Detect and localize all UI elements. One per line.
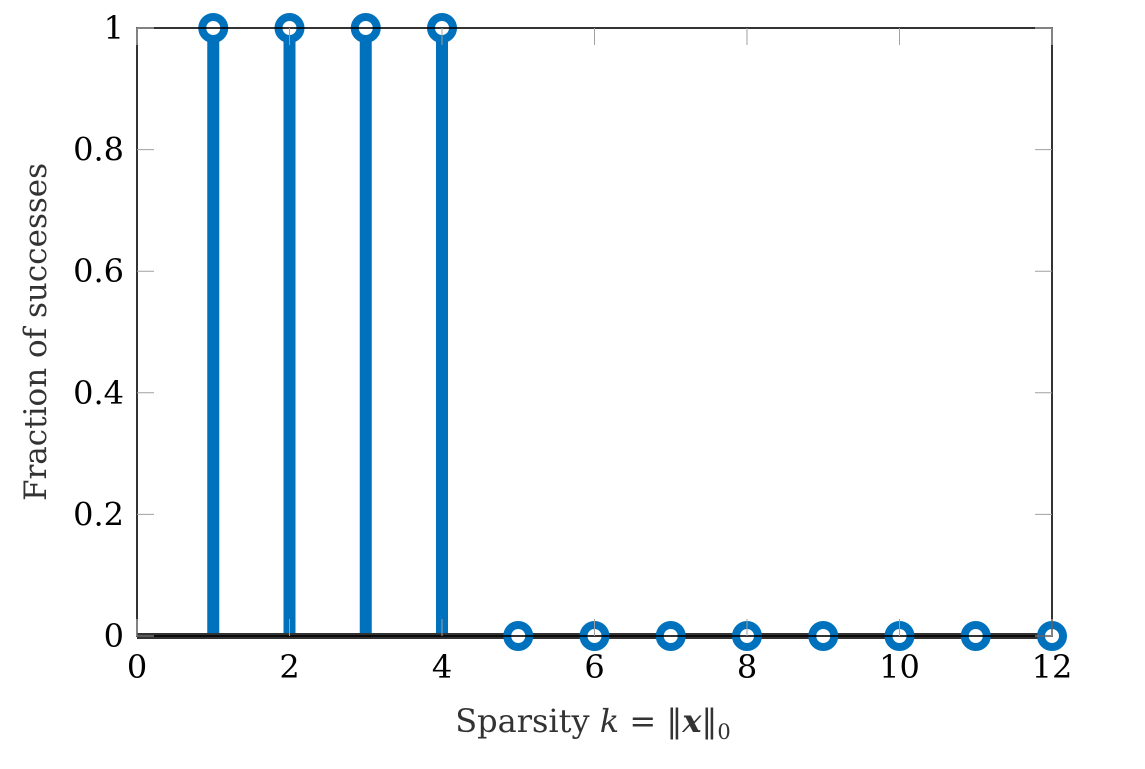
x-tick-label: 12 — [1032, 648, 1073, 686]
x-axis-label-var: k — [600, 702, 619, 740]
x-axis-label-eq: = — [619, 702, 666, 740]
y-tick-label: 0.6 — [73, 252, 124, 290]
axes-box — [136, 27, 1053, 637]
x-tick-label: 10 — [879, 648, 920, 686]
x-axis-label-norm-open: ‖ — [666, 702, 682, 740]
y-tick-label: 0.8 — [73, 131, 124, 169]
y-tick-label: 0 — [104, 617, 124, 655]
x-axis-label-vec: x — [681, 702, 702, 740]
x-tick-label: 8 — [737, 648, 757, 686]
y-tick-label: 0.2 — [73, 495, 124, 533]
x-tick-label: 4 — [432, 648, 452, 686]
plot-layer — [137, 13, 1067, 651]
y-tick-label: 0.4 — [73, 374, 124, 412]
x-tick-label: 6 — [584, 648, 604, 686]
label-layer: Fraction of successes Sparsity k = ‖x‖0 — [18, 163, 731, 744]
x-tick-label: 2 — [279, 648, 299, 686]
y-axis-label: Fraction of successes — [18, 163, 54, 501]
x-axis-label: Sparsity k = ‖x‖0 — [455, 702, 731, 744]
x-tick-label: 0 — [127, 648, 147, 686]
axes-layer: 0 2 4 6 8 10 12 0 0.2 0.4 0.6 0.8 1 — [73, 9, 1072, 686]
x-axis-label-subscript: 0 — [717, 720, 730, 744]
y-tick-label: 1 — [104, 9, 124, 47]
x-axis-label-prefix: Sparsity — [455, 702, 600, 740]
x-axis-label-norm-close: ‖ — [701, 702, 717, 740]
